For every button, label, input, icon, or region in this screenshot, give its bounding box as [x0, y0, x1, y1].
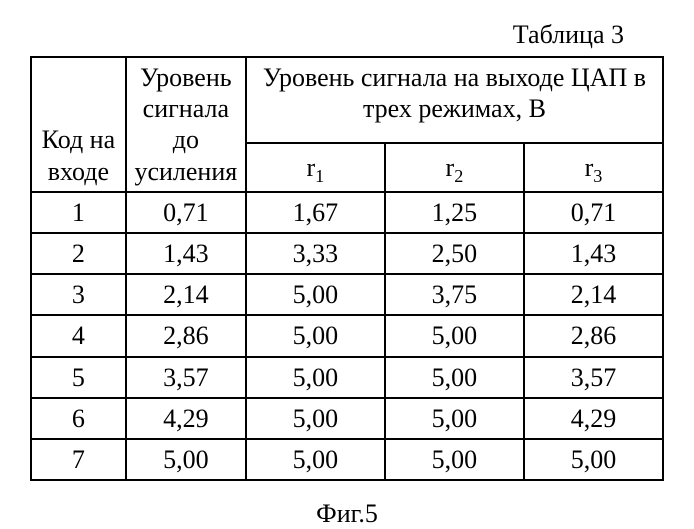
cell: 5,00: [246, 398, 385, 439]
header-r2-prefix: r: [446, 153, 455, 182]
cell: 1,43: [524, 233, 663, 274]
table-row: 2 1,43 3,33 2,50 1,43: [31, 233, 663, 274]
table-row: 4 2,86 5,00 5,00 2,86: [31, 315, 663, 356]
header-signal-before: Уровень сигнала до усиления: [126, 57, 246, 192]
table-caption-top: Таблица 3: [30, 20, 664, 50]
cell: 3,57: [126, 357, 246, 398]
header-r2-sub: 2: [454, 166, 463, 186]
cell: 4: [31, 315, 126, 356]
header-r3-sub: 3: [593, 166, 602, 186]
table-row: 1 0,71 1,67 1,25 0,71: [31, 192, 663, 233]
header-r1-prefix: r: [307, 153, 316, 182]
cell: 0,71: [126, 192, 246, 233]
header-input-code: Код на входе: [31, 57, 126, 192]
cell: 5,00: [524, 439, 663, 480]
cell: 5,00: [385, 398, 524, 439]
header-r3-prefix: r: [585, 153, 594, 182]
cell: 1,67: [246, 192, 385, 233]
cell: 1,43: [126, 233, 246, 274]
cell: 2,50: [385, 233, 524, 274]
header-output-signal: Уровень сигнала на выходе ЦАП в трех реж…: [246, 57, 663, 143]
cell: 5: [31, 357, 126, 398]
cell: 3,57: [524, 357, 663, 398]
cell: 5,00: [246, 357, 385, 398]
table-row: 5 3,57 5,00 5,00 3,57: [31, 357, 663, 398]
cell: 3,33: [246, 233, 385, 274]
cell: 5,00: [246, 274, 385, 315]
cell: 2,14: [524, 274, 663, 315]
cell: 1,25: [385, 192, 524, 233]
cell: 0,71: [524, 192, 663, 233]
cell: 2,14: [126, 274, 246, 315]
cell: 2,86: [126, 315, 246, 356]
table-header: Код на входе Уровень сигнала до усиления…: [31, 57, 663, 192]
cell: 5,00: [126, 439, 246, 480]
header-r3: r3: [524, 143, 663, 192]
cell: 2,86: [524, 315, 663, 356]
table-row: 7 5,00 5,00 5,00 5,00: [31, 439, 663, 480]
figure-caption-bottom: Фиг.5: [30, 499, 664, 529]
header-r1-sub: 1: [315, 166, 324, 186]
cell: 1: [31, 192, 126, 233]
cell: 5,00: [385, 439, 524, 480]
cell: 5,00: [246, 439, 385, 480]
header-r1: r1: [246, 143, 385, 192]
cell: 5,00: [385, 315, 524, 356]
header-r2: r2: [385, 143, 524, 192]
cell: 7: [31, 439, 126, 480]
cell: 4,29: [126, 398, 246, 439]
cell: 6: [31, 398, 126, 439]
cell: 5,00: [385, 357, 524, 398]
cell: 2: [31, 233, 126, 274]
table-row: 3 2,14 5,00 3,75 2,14: [31, 274, 663, 315]
table-body: 1 0,71 1,67 1,25 0,71 2 1,43 3,33 2,50 1…: [31, 192, 663, 480]
data-table: Код на входе Уровень сигнала до усиления…: [30, 56, 664, 481]
cell: 4,29: [524, 398, 663, 439]
cell: 5,00: [246, 315, 385, 356]
cell: 3: [31, 274, 126, 315]
cell: 3,75: [385, 274, 524, 315]
table-row: 6 4,29 5,00 5,00 4,29: [31, 398, 663, 439]
